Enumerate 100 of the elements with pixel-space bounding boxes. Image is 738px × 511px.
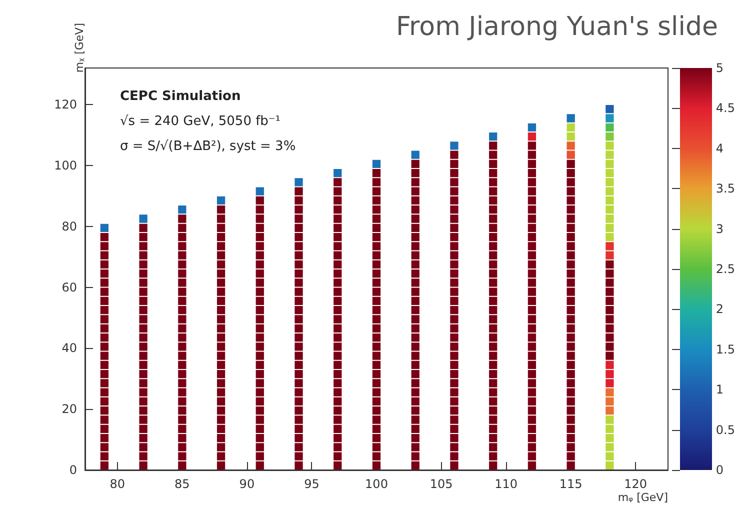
point (528, 160, 536, 168)
point (216, 270, 226, 278)
point (411, 196, 420, 205)
point (566, 114, 575, 122)
point (216, 288, 226, 296)
point (178, 388, 186, 396)
point (411, 224, 420, 232)
point (566, 270, 575, 278)
point (139, 260, 148, 268)
point (450, 214, 458, 223)
point (606, 160, 614, 168)
point (528, 443, 536, 452)
point (139, 352, 148, 360)
point (216, 242, 226, 250)
point (606, 452, 614, 460)
color-bar-label: 0.5 (716, 422, 736, 437)
point (139, 232, 148, 242)
point (566, 251, 575, 260)
point (489, 160, 498, 168)
point (489, 196, 498, 205)
point (178, 306, 186, 314)
point (256, 443, 264, 452)
x-tick-label: 110 (494, 477, 518, 491)
color-bar-label: 4.5 (716, 101, 736, 116)
point (489, 296, 498, 306)
point (450, 169, 458, 178)
point (528, 452, 536, 460)
point (372, 270, 381, 278)
point (178, 315, 186, 324)
point (450, 342, 458, 351)
point (372, 196, 381, 205)
point (216, 196, 226, 205)
point (100, 242, 108, 250)
point (566, 296, 575, 306)
point (256, 296, 264, 306)
point (139, 296, 148, 306)
point (178, 416, 186, 424)
point (528, 342, 536, 351)
point (256, 416, 264, 424)
point (256, 306, 264, 314)
x-axis-title: mᵩ [GeV] (618, 491, 668, 504)
point (411, 160, 420, 168)
point (216, 278, 226, 287)
point (450, 379, 458, 388)
point (566, 142, 575, 150)
point (256, 360, 264, 369)
point (178, 288, 186, 296)
point (450, 160, 458, 168)
point (178, 224, 186, 232)
point (411, 296, 420, 306)
point (372, 260, 381, 268)
point (100, 224, 108, 232)
point (450, 306, 458, 314)
point (411, 324, 420, 332)
point (100, 232, 108, 242)
point (606, 379, 614, 388)
point (294, 406, 303, 415)
point (372, 406, 381, 415)
point (256, 397, 264, 406)
point (450, 224, 458, 232)
point (566, 342, 575, 351)
point (100, 306, 108, 314)
point (178, 443, 186, 452)
point (139, 224, 148, 232)
point (411, 342, 420, 351)
point (372, 443, 381, 452)
point (294, 232, 303, 242)
point (100, 324, 108, 332)
point (372, 315, 381, 324)
point (411, 315, 420, 324)
point (139, 434, 148, 442)
point (294, 352, 303, 360)
point (411, 424, 420, 433)
point (216, 434, 226, 442)
point (566, 324, 575, 332)
point (489, 370, 498, 378)
point (334, 224, 342, 232)
point (566, 461, 575, 470)
point (566, 260, 575, 268)
color-bar-label: 0 (716, 463, 724, 477)
point (334, 434, 342, 442)
point (528, 360, 536, 369)
point (411, 206, 420, 214)
point (139, 452, 148, 460)
point (411, 278, 420, 287)
point (334, 232, 342, 242)
point (450, 360, 458, 369)
point (528, 169, 536, 178)
point (334, 416, 342, 424)
y-axis-title: mᵪ [GeV] (73, 23, 86, 73)
chart-title: From Jiarong Yuan's slide (396, 12, 718, 42)
point (216, 342, 226, 351)
point (411, 379, 420, 388)
y-tick-label: 0 (69, 463, 77, 477)
point (411, 178, 420, 186)
point (294, 461, 303, 470)
point (489, 288, 498, 296)
point (216, 360, 226, 369)
point (334, 270, 342, 278)
point (294, 178, 303, 186)
